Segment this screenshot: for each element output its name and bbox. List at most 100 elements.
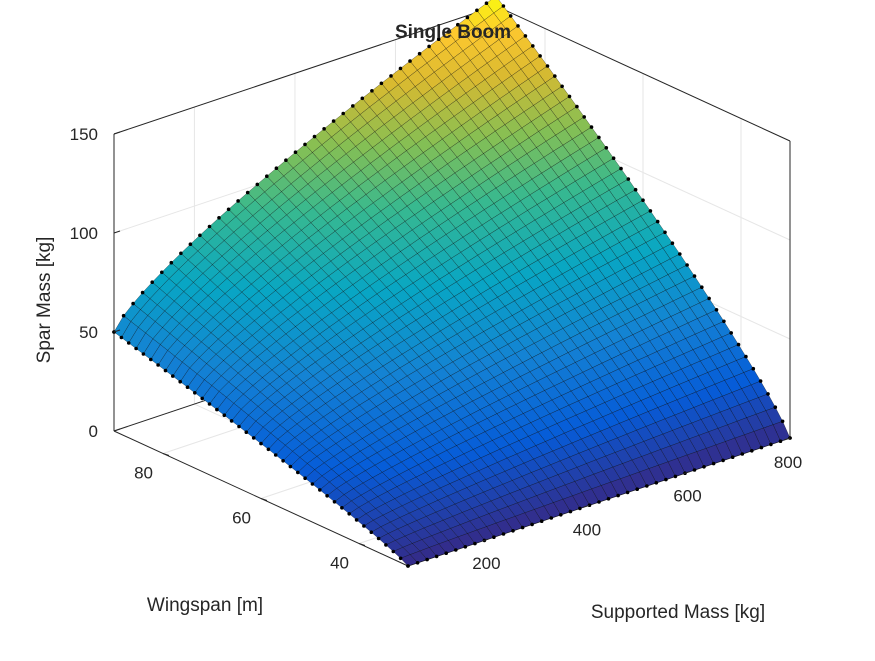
surface-marker [611, 156, 616, 160]
surface-marker [465, 15, 470, 20]
surface-marker [265, 174, 269, 178]
surface-marker [582, 115, 586, 119]
surface-marker [501, 4, 506, 8]
surface-marker [597, 500, 601, 504]
surface-marker [549, 516, 554, 520]
surface-marker [654, 481, 659, 485]
surface-marker [331, 119, 336, 123]
surface-marker [778, 439, 783, 444]
surface-marker [475, 8, 479, 13]
surface-marker [266, 447, 271, 452]
surface-marker [121, 313, 126, 318]
x-tick-3 [783, 437, 791, 441]
surface-marker [274, 166, 279, 170]
surface-marker [454, 548, 458, 552]
z-tick-label-2: 100 [70, 224, 98, 243]
surface-marker [780, 419, 785, 424]
surface-marker [625, 490, 630, 495]
surface-marker [222, 413, 227, 418]
y-tick-label-2: 80 [134, 464, 153, 483]
surface-marker [553, 74, 557, 78]
surface-marker [633, 187, 638, 192]
surface-marker [427, 44, 431, 49]
surface-marker [523, 34, 528, 38]
surface-marker [141, 352, 146, 356]
surface-marker [119, 335, 124, 340]
y-axis-label: Wingspan [m] [147, 595, 263, 616]
surface-marker [417, 51, 422, 56]
surface-marker [740, 452, 745, 456]
surface-marker [398, 556, 403, 561]
surface-marker [539, 519, 544, 523]
surface-marker [678, 252, 682, 256]
surface-marker [236, 199, 240, 203]
surface-marker [670, 241, 675, 245]
surface-marker [736, 342, 741, 347]
surface-marker [711, 461, 716, 466]
surface-marker [645, 484, 649, 488]
surface-marker [759, 445, 764, 450]
surface-marker [391, 549, 396, 554]
surface-marker [325, 494, 329, 498]
surface-marker [207, 402, 212, 406]
surface-marker [351, 104, 355, 108]
surface-marker [284, 158, 288, 162]
surface-marker [178, 379, 182, 384]
surface-marker [692, 274, 697, 278]
surface-marker [259, 441, 263, 446]
surface-marker [766, 392, 770, 396]
surface-marker [587, 503, 592, 508]
surface-marker [140, 290, 145, 295]
surface-marker [531, 44, 535, 48]
surface-marker [750, 449, 754, 453]
surface-markers [112, 1, 792, 568]
surface-marker [769, 442, 773, 447]
surface-marker [456, 22, 460, 27]
surface-marker [198, 233, 202, 238]
surface-marker [384, 543, 388, 547]
x-tick-label-1: 400 [573, 520, 601, 539]
surface-marker [655, 219, 660, 224]
x-tick-label-3: 800 [774, 453, 802, 472]
surface-marker [721, 458, 725, 463]
surface-marker [559, 513, 563, 517]
y-tick-2 [162, 453, 170, 456]
x-tick-0 [482, 538, 489, 542]
surface-marker [501, 532, 506, 536]
surface-marker [169, 260, 174, 265]
surface-marker [185, 385, 190, 390]
y-tick-label-1: 60 [232, 509, 251, 528]
surface-marker [578, 506, 582, 511]
surface-marker [635, 487, 639, 492]
surface-marker [200, 396, 204, 401]
surface-marker [702, 465, 706, 469]
surface-marker [332, 500, 337, 504]
surface-marker [492, 535, 496, 539]
surface-marker [641, 198, 645, 202]
surface-marker [188, 242, 193, 246]
z-tick-label-0: 0 [89, 422, 98, 441]
surface-marker [134, 346, 138, 351]
surface-marker [237, 424, 241, 429]
surface-marker [773, 405, 778, 410]
z-tick-3 [113, 131, 121, 135]
surface-marker [664, 477, 668, 482]
surface-marker [156, 363, 160, 367]
surface-marker [597, 135, 601, 140]
z-tick-0 [113, 428, 121, 432]
surface-marker [303, 476, 307, 481]
surface-marker [444, 551, 449, 555]
surface-marker [171, 374, 175, 378]
surface-marker [626, 177, 631, 181]
surface-marker [616, 493, 620, 498]
surface-marker [303, 142, 307, 147]
surface-marker [568, 509, 573, 514]
axes-edge-3 [113, 5, 497, 135]
surface-marker [751, 366, 756, 371]
surface-marker [619, 166, 623, 171]
surface-marker [244, 430, 249, 435]
surface-marker [707, 296, 711, 301]
surface-marker [288, 464, 293, 469]
